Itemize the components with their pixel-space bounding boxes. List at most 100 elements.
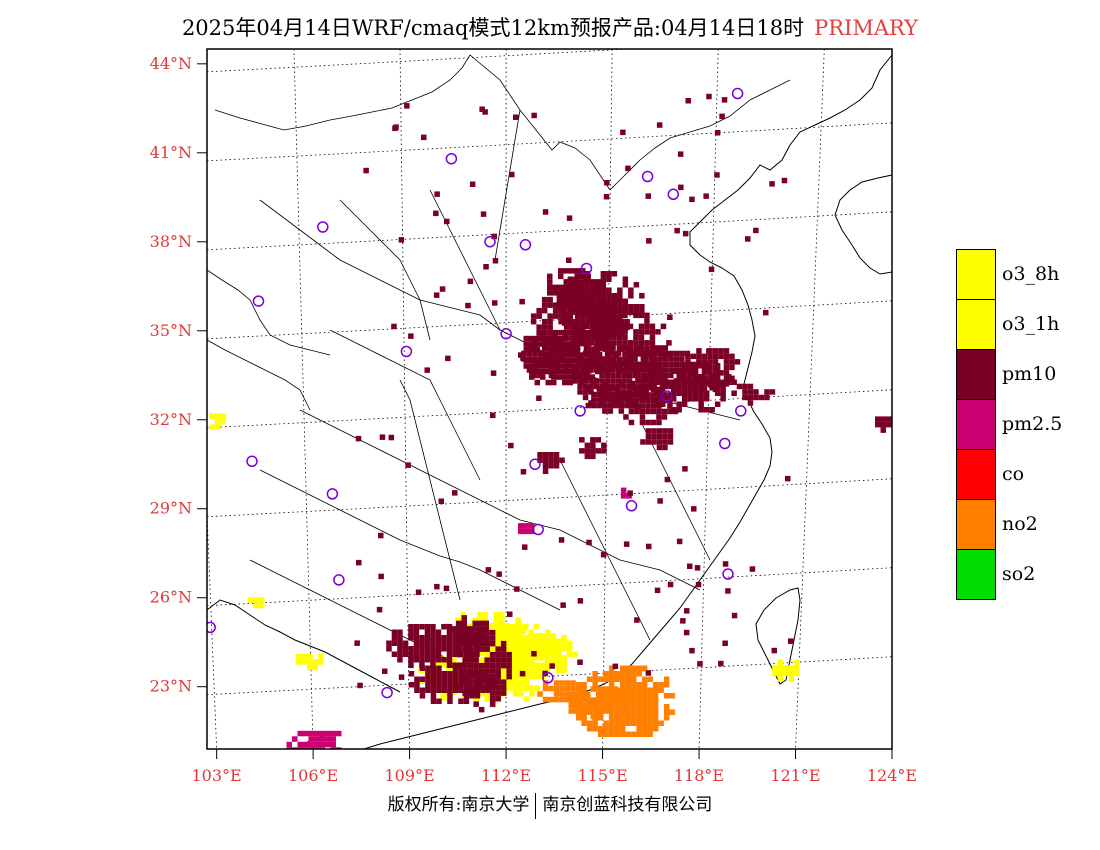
latitude-gridline (207, 389, 892, 429)
longitude-label: 103°E (191, 766, 241, 785)
station-marker (326, 488, 339, 500)
copyright-footer: 版权所有:南京大学 南京创蓝科技有限公司 (0, 790, 1100, 819)
latitude-label: 32°N (150, 410, 192, 429)
o3-area (772, 659, 800, 682)
latitude-gridline (207, 478, 892, 518)
station-marker (667, 188, 680, 201)
pm10-area (685, 348, 741, 393)
legend-label: so2 (1002, 563, 1036, 585)
pollution-overlay (209, 93, 892, 749)
latitude-label: 23°N (150, 677, 192, 696)
boundaries (207, 54, 892, 749)
legend-swatch (956, 349, 996, 400)
latitude-gridline (207, 567, 892, 607)
legend-swatch (956, 499, 996, 550)
station-marker (519, 239, 532, 251)
pm10-area (537, 452, 565, 474)
station-marker (207, 621, 216, 634)
longitude-label: 115°E (577, 766, 627, 785)
legend-item: so2 (956, 549, 1086, 600)
latitude-label: 35°N (150, 321, 192, 340)
legend-swatch (956, 299, 996, 350)
no2-area (568, 686, 635, 720)
pm10-area (585, 380, 641, 414)
map-title: 2025年04月14日WRF/cmaq模式12km预报产品:04月14日18时 P… (0, 12, 1100, 42)
o3-area (511, 632, 573, 661)
station-marker (661, 390, 673, 402)
no2-area (537, 680, 587, 708)
station-marker (246, 455, 258, 468)
legend-label: pm2.5 (1002, 413, 1063, 435)
station-marker (381, 686, 393, 699)
longitude-label: 124°E (867, 766, 917, 785)
coastline (363, 54, 892, 749)
legend-item: pm10 (956, 349, 1086, 400)
station-marker (445, 152, 458, 165)
station-marker (542, 672, 554, 684)
station-marker (532, 523, 544, 536)
latitude-labels: 44°N 41°N 38°N 35°N 32°N 29°N 26°N 23°N (150, 54, 207, 696)
copyright-owner: 版权所有:南京大学 (387, 795, 530, 815)
latitude-gridline (207, 656, 892, 696)
station-marker (580, 262, 593, 275)
station-marker (400, 345, 413, 358)
o3-area (247, 597, 265, 609)
legend-swatch (956, 549, 996, 600)
longitude-label: 106°E (288, 766, 338, 785)
title-text: 2025年04月14日WRF/cmaq模式12km预报产品:04月14日18时 (181, 16, 805, 40)
latitude-label: 26°N (150, 588, 192, 607)
station-marker (252, 295, 265, 307)
map-frame (206, 48, 893, 750)
station-marker (484, 236, 496, 248)
legend-label: pm10 (1002, 363, 1057, 385)
copyright-company: 南京创蓝科技有限公司 (542, 795, 713, 815)
national-border (207, 599, 401, 693)
station-marker (317, 221, 329, 233)
station-marker (719, 437, 731, 450)
legend-label: o3_8h (1002, 263, 1060, 285)
longitude-labels: 103°E 106°E 109°E 112°E 115°E 118°E 121°E 124°E (191, 749, 917, 785)
legend-swatch (956, 449, 996, 500)
latitude-label: 41°N (150, 143, 192, 162)
latitude-label: 44°N (150, 54, 192, 73)
pm10-area (450, 615, 489, 649)
latitude-label: 29°N (150, 499, 192, 518)
o3-area (296, 653, 324, 671)
longitude-label: 118°E (674, 766, 724, 785)
longitude-label: 112°E (481, 766, 531, 785)
station-marker (735, 405, 747, 417)
monitoring-stations (207, 87, 747, 699)
pm10-area (736, 383, 776, 406)
pm25-area (286, 730, 342, 749)
legend-item: o3_1h (956, 299, 1086, 350)
pm25-area (518, 523, 535, 535)
pm10-area (547, 268, 602, 307)
station-marker (529, 458, 541, 471)
station-marker (500, 327, 512, 340)
legend-item: pm2.5 (956, 399, 1086, 450)
legend-item: co (956, 449, 1086, 500)
pm10-area (640, 428, 674, 451)
longitude-gridline (891, 741, 892, 749)
pm10-scattered-cells (354, 93, 794, 689)
longitude-label: 109°E (384, 766, 434, 785)
station-marker (625, 500, 638, 512)
legend-item: no2 (956, 499, 1086, 550)
legend-label: co (1002, 463, 1025, 485)
primary-tag: PRIMARY (814, 16, 919, 40)
province-boundaries (207, 54, 791, 691)
latitude-gridline (207, 49, 635, 73)
legend-label: o3_1h (1002, 313, 1060, 335)
latitude-label: 38°N (150, 232, 192, 251)
pm10-area (579, 437, 607, 460)
station-marker (333, 574, 345, 586)
coastline-northeast (834, 174, 892, 275)
latitude-gridline (207, 211, 892, 251)
station-marker (574, 405, 586, 417)
longitude-label: 121°E (770, 766, 820, 785)
station-marker (731, 87, 744, 100)
pollutant-legend: o3_8h o3_1h pm10 pm2.5 co no2 so2 (956, 249, 1086, 600)
legend-swatch (956, 249, 996, 300)
station-marker (641, 170, 654, 183)
